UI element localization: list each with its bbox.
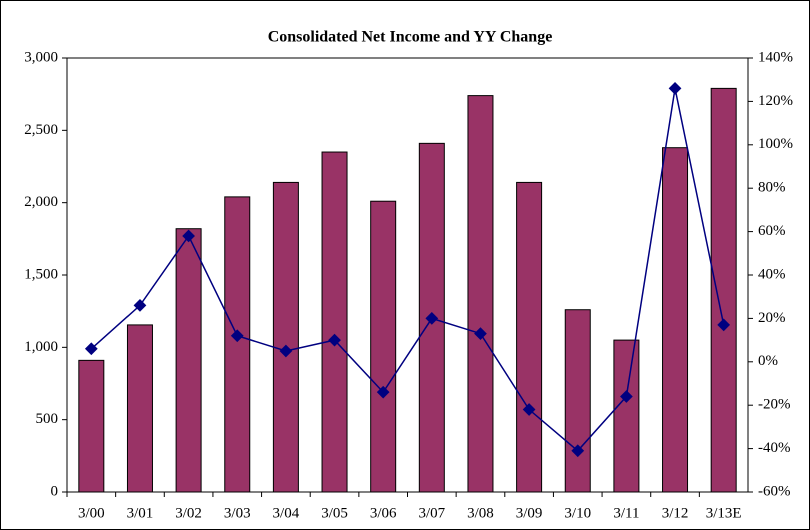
bar (662, 147, 689, 493)
x-tick-label: 3/08 (467, 505, 494, 521)
bar (564, 309, 591, 493)
y2-tick-label: 20% (758, 310, 786, 326)
y-tick-label: 1,500 (24, 266, 58, 282)
x-tick-label: 3/02 (175, 505, 202, 521)
y2-tick-label: 40% (758, 266, 786, 282)
y2-tick-label: 120% (758, 93, 793, 109)
chart-title: Consolidated Net Income and YY Change (268, 29, 553, 46)
y-tick-label: 3,000 (24, 49, 58, 65)
x-tick-label: 3/05 (321, 505, 348, 521)
x-tick-label: 3/06 (370, 505, 397, 521)
marker (376, 385, 390, 399)
y-tick-label: 2,000 (24, 194, 58, 210)
marker (474, 327, 487, 340)
y-tick-label: 0 (51, 483, 59, 499)
bar (516, 181, 543, 493)
bar (321, 151, 348, 493)
bar (613, 339, 640, 493)
bar (224, 196, 251, 493)
y2-tick-label: 60% (758, 223, 786, 239)
marker (230, 329, 244, 343)
y2-tick-label: -60% (758, 483, 791, 499)
line (90, 88, 725, 452)
bar (175, 228, 202, 493)
y-tick-label: 500 (36, 411, 59, 427)
bar (370, 200, 397, 493)
y2-tick-label: -40% (758, 440, 791, 456)
bar (126, 324, 153, 493)
y2-tick-label: 0% (758, 353, 778, 369)
x-tick-label: 3/09 (516, 505, 543, 521)
x-tick-label: 3/12 (662, 505, 689, 521)
x-tick-label: 3/13E (706, 505, 742, 521)
y2-tick-label: 100% (758, 136, 793, 152)
y-tick-label: 1,000 (24, 339, 58, 355)
y2-tick-label: 80% (758, 180, 786, 196)
y-tick-label: 2,500 (24, 122, 58, 138)
x-tick-label: 3/01 (127, 505, 154, 521)
bar (78, 359, 105, 493)
marker (328, 333, 341, 347)
y2-tick-label: 140% (758, 49, 793, 65)
marker (84, 342, 98, 356)
marker (133, 299, 147, 312)
x-tick-label: 3/07 (418, 505, 445, 521)
x-tick-label: 3/03 (224, 505, 251, 521)
x-tick-label: 3/04 (273, 505, 300, 521)
x-tick-label: 3/00 (78, 505, 105, 521)
marker (279, 344, 293, 358)
bar (272, 181, 299, 493)
x-tick-label: 3/10 (564, 505, 591, 521)
y2-tick-label: -20% (758, 397, 791, 413)
bar (467, 95, 494, 493)
x-tick-label: 3/11 (613, 505, 639, 521)
bar (710, 87, 737, 493)
marker (182, 229, 195, 243)
marker (425, 312, 439, 325)
